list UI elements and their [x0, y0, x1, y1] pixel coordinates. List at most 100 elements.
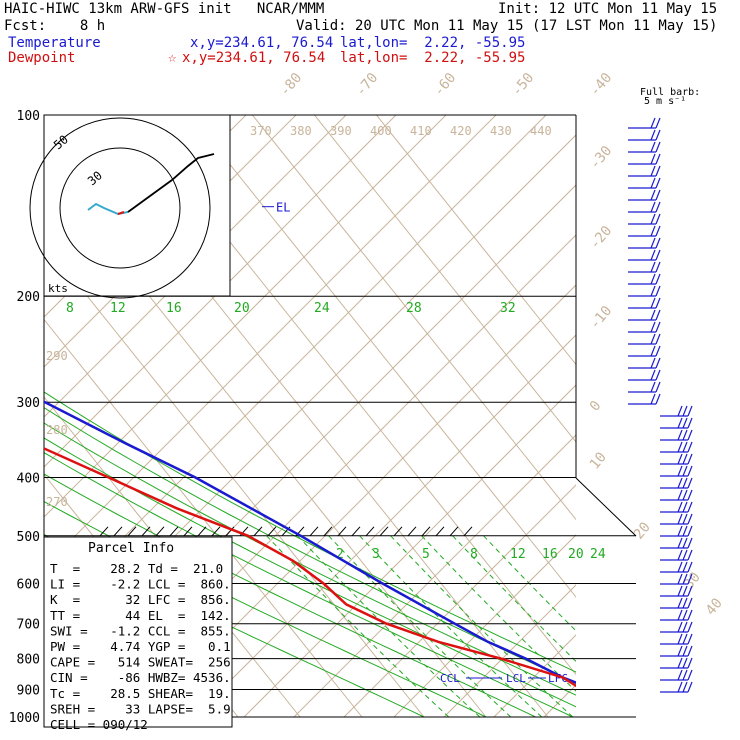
wind-barb-flag [650, 129, 656, 141]
wind-barb-flag [650, 153, 656, 165]
wind-barb-flag [677, 465, 683, 477]
theta-label: 280 [46, 423, 68, 437]
wind-barb-flag [677, 669, 683, 681]
theta-label: 380 [290, 124, 312, 138]
hatch-mark [211, 526, 221, 537]
wind-barb [628, 201, 661, 213]
wind-barb-flag [677, 645, 683, 657]
parcel-info-line: PW = 4.74 YGP = 0.1 [50, 639, 231, 654]
wind-barb-flag [655, 165, 661, 177]
wind-barb-flag [687, 537, 693, 549]
wind-barb [660, 513, 693, 525]
wind-barb [660, 441, 693, 453]
theta-label: 270 [46, 495, 68, 509]
wind-barb-flag [682, 537, 688, 549]
dry-adiabat-line [143, 284, 576, 718]
hatch-mark [309, 526, 319, 537]
mixing-ratio-label: 3 [372, 547, 380, 562]
wind-barb-flag [655, 273, 661, 285]
wind-barb-flag [655, 369, 661, 381]
mixing-ratio-label: 8 [470, 547, 478, 562]
wind-barb [660, 417, 693, 429]
wind-barb [660, 597, 693, 609]
wind-barb-flag [655, 321, 661, 333]
wind-barb-flag [655, 345, 661, 357]
wind-barb-flag [650, 285, 656, 297]
hatch-mark [113, 526, 123, 537]
hatch-mark [435, 526, 445, 537]
wind-barb-flag [677, 609, 683, 621]
wind-barb [628, 273, 661, 285]
barb-note-line2: 5 m s⁻¹ [644, 96, 686, 107]
hatch-mark [127, 526, 137, 537]
hatch-mark [449, 526, 459, 537]
wind-barb [628, 177, 661, 189]
wind-barb-flag [677, 501, 683, 513]
pressure-tick-label: 900 [17, 683, 40, 698]
wind-barb-flag [650, 237, 656, 249]
wind-barb-flag [650, 321, 656, 333]
hatch-mark [169, 526, 179, 537]
wind-barb-flag [682, 441, 688, 453]
isotherm-label: 20 [631, 519, 654, 542]
wind-barb-flag [650, 273, 656, 285]
wind-barb-flag [677, 549, 683, 561]
wind-barb [628, 261, 661, 273]
hatch-mark [197, 526, 207, 537]
wind-barb [628, 309, 661, 321]
dry-adiabat-line [243, 384, 576, 718]
wind-barb-flag [655, 333, 661, 345]
temperature-profile-line [44, 400, 576, 684]
wind-barb-flag [650, 225, 656, 237]
mixing-ratio-label: 16 [166, 301, 182, 316]
wind-barb-flag [655, 237, 661, 249]
dry-adiabat-line [44, 115, 497, 568]
pressure-tick-label: 300 [17, 396, 40, 411]
wind-barb-flag [655, 357, 661, 369]
hatch-mark [141, 526, 151, 537]
wind-barb-flag [682, 429, 688, 441]
wind-barb-flag [682, 645, 688, 657]
wind-barb-flag [687, 465, 693, 477]
wind-barb [660, 573, 693, 585]
wind-barb-flag [682, 609, 688, 621]
hatch-mark [379, 526, 389, 537]
wind-barb-flag [682, 405, 688, 417]
dry-adiabat-line [493, 634, 576, 718]
pressure-tick-label: 800 [17, 653, 40, 668]
wind-barb [660, 501, 693, 513]
isotherm-line [44, 318, 363, 718]
mixing-ratio-label: 12 [510, 547, 526, 562]
isotherm-label: -20 [587, 223, 616, 253]
wind-barb-flag [682, 561, 688, 573]
mixing-ratio-line [390, 535, 574, 718]
isotherm-label: -70 [353, 70, 382, 100]
wind-barb-flag [687, 513, 693, 525]
mixing-ratio-label: 24 [314, 301, 330, 316]
dewpoint-profile-line [44, 447, 576, 688]
mixing-ratio-label: 24 [590, 547, 606, 562]
wind-barb-flag [687, 585, 693, 597]
hodograph-marker [117, 211, 125, 215]
wind-barb [628, 165, 661, 177]
sounding-profiles [44, 400, 576, 688]
isotherm-line [314, 115, 576, 443]
wind-barb-flag [677, 573, 683, 585]
wind-barb-flag [655, 117, 661, 129]
parcel-info-line: CAPE = 514 SWEAT= 256 [50, 655, 231, 670]
wind-barb-flag [682, 669, 688, 681]
mixing-ratio-line [452, 535, 576, 663]
wind-barb-flag [687, 621, 693, 633]
wind-barb-flag [687, 489, 693, 501]
wind-barb [660, 633, 693, 645]
wind-barb-flag [650, 369, 656, 381]
wind-barb-flag [650, 189, 656, 201]
theta-label: 400 [370, 124, 392, 138]
wind-barb [660, 561, 693, 573]
wind-barb [660, 453, 693, 465]
dry-adiabat-line [393, 534, 576, 718]
isotherm-label: -60 [431, 70, 460, 100]
wind-barb [628, 345, 661, 357]
pressure-tick-label: 400 [17, 471, 40, 486]
wind-barb-flag [687, 645, 693, 657]
